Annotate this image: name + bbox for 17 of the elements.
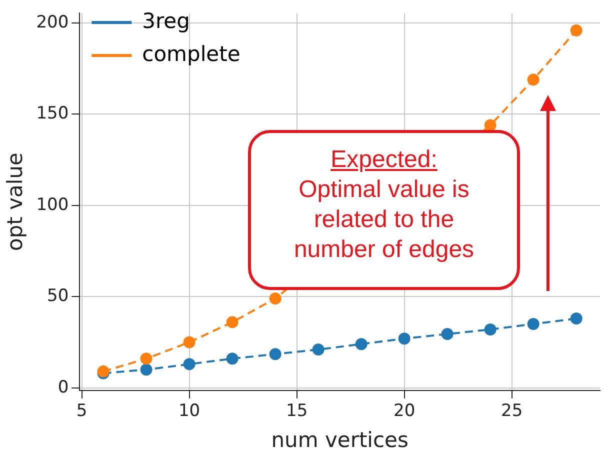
y-tick-label: 100 — [36, 194, 69, 215]
y-tick-label: 150 — [36, 104, 69, 124]
y-axis-title: opt value — [3, 152, 28, 252]
x-tick-label: 10 — [178, 401, 200, 422]
y-tick-label: 0 — [58, 377, 69, 398]
x-tick-label: 5 — [76, 401, 88, 422]
x-axis-title: num vertices — [271, 428, 408, 452]
x-tick-label: 25 — [501, 401, 523, 422]
x-tick-label: 20 — [394, 401, 416, 422]
annotation: Expected: — [330, 145, 438, 175]
y-tick-label: 50 — [47, 286, 69, 306]
legend-label: complete — [142, 42, 240, 66]
annotation: Optimal value is related to the number of edges — [292, 175, 476, 265]
note-box: Expected: Optimal value is related to the number of edges — [248, 130, 520, 290]
x-tick-label: 15 — [286, 401, 308, 422]
y-tick-label: 200 — [36, 12, 69, 32]
legend-label: 3reg — [142, 8, 190, 33]
